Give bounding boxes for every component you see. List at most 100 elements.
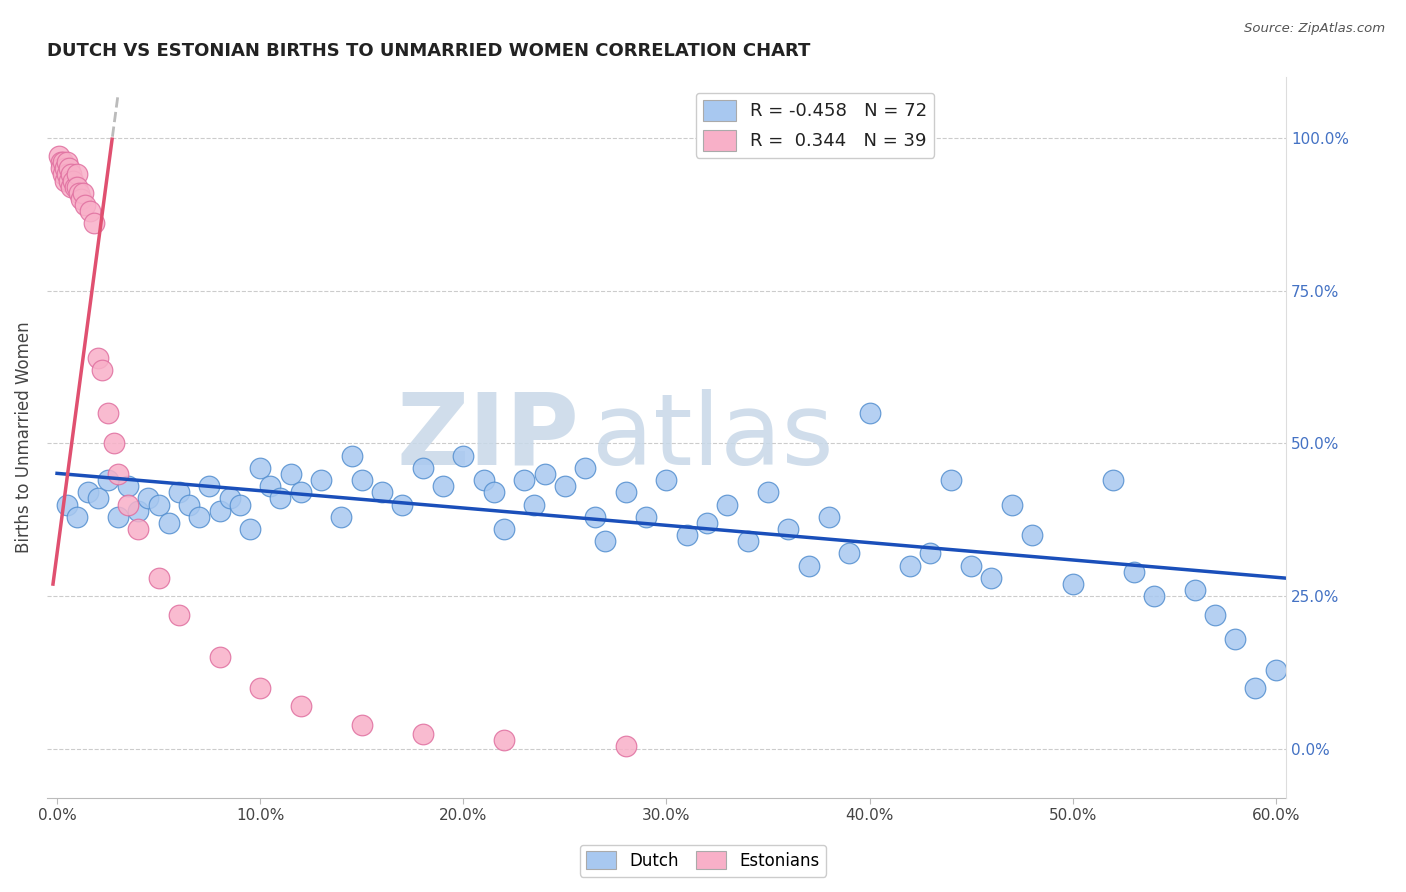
Point [148,571,170,585]
Point [756,485,779,500]
Point [391,498,413,512]
Point [127,504,149,518]
Point [249,461,271,475]
Point [86,491,108,506]
Point [52,168,75,182]
Point [350,717,373,731]
Point [103,436,125,450]
Point [737,534,759,549]
Point [655,473,678,487]
Point [492,733,515,747]
Point [574,461,596,475]
Point [716,498,738,512]
Point [858,406,880,420]
Point [107,467,129,481]
Point [75,198,97,212]
Text: atlas: atlas [592,389,834,486]
Point [97,406,120,420]
Legend: R = -0.458   N = 72, R =  0.344   N = 39: R = -0.458 N = 72, R = 0.344 N = 39 [696,93,935,158]
Point [66,509,89,524]
Point [595,534,617,549]
Point [330,509,353,524]
Point [960,558,983,573]
Point [340,449,363,463]
Point [58,173,80,187]
Point [1143,589,1166,603]
Point [614,485,637,500]
Point [939,473,962,487]
Point [818,509,841,524]
Point [90,363,112,377]
Point [67,186,90,200]
Point [898,558,921,573]
Point [52,155,75,169]
Point [86,351,108,365]
Point [148,498,170,512]
Point [412,727,434,741]
Point [280,467,302,481]
Point [66,168,89,182]
Point [492,522,515,536]
Point [309,473,332,487]
Point [127,522,149,536]
Point [533,467,555,481]
Point [1264,663,1286,677]
Point [53,173,76,187]
Point [1184,583,1206,598]
Point [157,516,180,530]
Point [259,479,281,493]
Point [636,509,658,524]
Point [797,558,820,573]
Point [482,485,505,500]
Point [1244,681,1267,695]
Point [60,179,83,194]
Point [980,571,1002,585]
Point [167,607,190,622]
Point [72,186,94,200]
Point [1102,473,1125,487]
Point [472,473,495,487]
Point [554,479,576,493]
Y-axis label: Births to Unmarried Women: Births to Unmarried Women [15,321,32,553]
Text: DUTCH VS ESTONIAN BIRTHS TO UNMARRIED WOMEN CORRELATION CHART: DUTCH VS ESTONIAN BIRTHS TO UNMARRIED WO… [46,42,810,60]
Point [614,739,637,753]
Point [66,179,89,194]
Point [56,168,79,182]
Point [76,485,98,500]
Point [583,509,606,524]
Point [62,173,84,187]
Point [208,504,231,518]
Point [432,479,454,493]
Point [60,168,83,182]
Point [1204,607,1226,622]
Point [350,473,373,487]
Point [239,522,262,536]
Point [290,699,312,714]
Point [1122,565,1144,579]
Point [778,522,800,536]
Point [1001,498,1024,512]
Point [198,479,221,493]
Point [70,192,93,206]
Point [208,650,231,665]
Point [65,179,87,194]
Point [97,473,120,487]
Point [83,216,105,230]
Point [177,498,200,512]
Point [117,498,139,512]
Point [920,547,942,561]
Point [453,449,475,463]
Point [167,485,190,500]
Point [675,528,697,542]
Point [56,498,79,512]
Point [56,155,79,169]
Point [117,479,139,493]
Point [53,161,76,176]
Point [1021,528,1043,542]
Point [58,161,80,176]
Point [513,473,536,487]
Point [412,461,434,475]
Point [49,161,72,176]
Point [290,485,312,500]
Point [48,149,70,163]
